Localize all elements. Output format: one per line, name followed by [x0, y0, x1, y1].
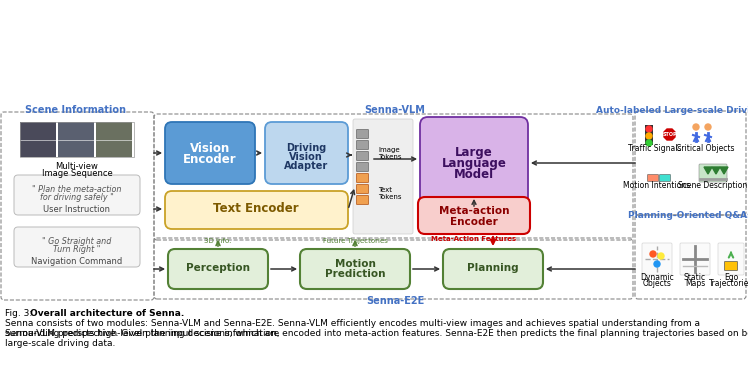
Text: Maps: Maps	[685, 278, 705, 287]
Text: Vision: Vision	[289, 152, 323, 162]
FancyBboxPatch shape	[699, 164, 727, 182]
Text: Senna consists of two modules: Senna-VLM and Senna-E2E. Senna-VLM efficiently en: Senna consists of two modules: Senna-VLM…	[5, 319, 700, 338]
Text: Planning-Oriented Q&As: Planning-Oriented Q&As	[628, 211, 748, 220]
FancyBboxPatch shape	[357, 185, 369, 194]
Text: Perception: Perception	[186, 263, 250, 273]
Text: STOP: STOP	[662, 132, 677, 137]
Text: Meta-Action Features: Meta-Action Features	[432, 236, 517, 242]
Text: Driving: Driving	[286, 143, 326, 153]
FancyBboxPatch shape	[443, 249, 543, 289]
Text: Turn Right ": Turn Right "	[53, 245, 101, 254]
Text: Critical Objects: Critical Objects	[675, 143, 735, 152]
Bar	[645, 125, 653, 145]
Circle shape	[658, 253, 664, 259]
FancyBboxPatch shape	[357, 174, 369, 183]
Circle shape	[646, 133, 652, 139]
Polygon shape	[712, 167, 720, 174]
Text: Meta-action: Meta-action	[439, 206, 509, 216]
Polygon shape	[664, 129, 675, 140]
Text: Objects: Objects	[643, 278, 672, 287]
Text: Model: Model	[454, 167, 494, 180]
FancyBboxPatch shape	[14, 175, 140, 215]
Circle shape	[705, 124, 711, 130]
FancyBboxPatch shape	[642, 243, 672, 275]
Text: Text Encoder: Text Encoder	[213, 201, 298, 214]
Text: User Instruction: User Instruction	[43, 205, 111, 214]
Text: Senna-VLM predicts high-level planning decisions, which are encoded into meta-ac: Senna-VLM predicts high-level planning d…	[5, 329, 748, 338]
Text: Planning: Planning	[468, 263, 519, 273]
Text: Auto-labeled Large-scale Driving Data: Auto-labeled Large-scale Driving Data	[596, 105, 748, 114]
Text: Scene Description: Scene Description	[678, 180, 747, 189]
Bar	[58, 122, 94, 157]
Text: Encoder: Encoder	[450, 217, 498, 227]
Text: Encoder: Encoder	[183, 152, 237, 165]
Circle shape	[693, 124, 699, 130]
Text: Motion Intentions: Motion Intentions	[623, 180, 690, 189]
Text: Future Trajectories: Future Trajectories	[322, 238, 387, 244]
Text: large-scale driving data.: large-scale driving data.	[5, 339, 115, 348]
FancyBboxPatch shape	[265, 122, 348, 184]
FancyBboxPatch shape	[357, 196, 369, 205]
Circle shape	[646, 140, 652, 146]
Text: " Go Straight and: " Go Straight and	[43, 236, 111, 245]
Text: Vision: Vision	[190, 142, 230, 154]
Text: Traffic Signals: Traffic Signals	[628, 143, 681, 152]
Text: Senna-VLM: Senna-VLM	[364, 105, 426, 115]
Text: Fig. 3:: Fig. 3:	[5, 309, 35, 318]
FancyBboxPatch shape	[14, 227, 140, 267]
Text: " Plan the meta-action: " Plan the meta-action	[32, 185, 122, 194]
FancyBboxPatch shape	[353, 119, 413, 234]
Text: Senna-E2E: Senna-E2E	[366, 296, 424, 306]
FancyBboxPatch shape	[725, 261, 738, 270]
FancyBboxPatch shape	[168, 249, 268, 289]
FancyBboxPatch shape	[357, 129, 369, 138]
Text: 3D Info.: 3D Info.	[204, 238, 232, 244]
FancyBboxPatch shape	[300, 249, 410, 289]
Text: Prediction: Prediction	[325, 269, 385, 279]
Text: Image Sequence: Image Sequence	[42, 169, 112, 178]
Text: Multi-view: Multi-view	[55, 162, 99, 171]
FancyBboxPatch shape	[165, 191, 348, 229]
Text: Large: Large	[455, 145, 493, 158]
FancyBboxPatch shape	[660, 174, 670, 181]
Text: for driving safely ": for driving safely "	[40, 192, 114, 201]
Circle shape	[654, 261, 660, 267]
Text: Adapter: Adapter	[284, 161, 328, 171]
FancyBboxPatch shape	[648, 174, 658, 181]
Text: Trajectories: Trajectories	[709, 278, 748, 287]
Bar	[20, 122, 134, 157]
FancyBboxPatch shape	[718, 243, 744, 275]
Text: Ego: Ego	[724, 272, 738, 281]
Text: Text: Text	[378, 187, 392, 193]
Bar	[96, 122, 132, 157]
Text: Image: Image	[378, 147, 399, 153]
FancyBboxPatch shape	[680, 243, 710, 275]
Text: Overall architecture of Senna.: Overall architecture of Senna.	[30, 309, 184, 318]
Text: Language: Language	[441, 156, 506, 169]
Text: Tokens: Tokens	[378, 154, 402, 160]
Text: Motion: Motion	[334, 259, 375, 269]
Polygon shape	[720, 167, 728, 174]
Text: Static: Static	[684, 272, 706, 281]
FancyBboxPatch shape	[418, 197, 530, 234]
FancyBboxPatch shape	[165, 122, 255, 184]
Text: Navigation Command: Navigation Command	[31, 258, 123, 267]
Text: Tokens: Tokens	[378, 194, 402, 200]
Polygon shape	[704, 167, 712, 174]
FancyBboxPatch shape	[357, 140, 369, 149]
Circle shape	[646, 126, 652, 132]
FancyBboxPatch shape	[357, 163, 369, 172]
Text: Dynamic: Dynamic	[640, 272, 674, 281]
Text: Scene Information: Scene Information	[25, 105, 126, 115]
FancyBboxPatch shape	[420, 117, 528, 209]
FancyBboxPatch shape	[357, 151, 369, 160]
Circle shape	[650, 251, 656, 257]
Bar	[20, 122, 56, 157]
